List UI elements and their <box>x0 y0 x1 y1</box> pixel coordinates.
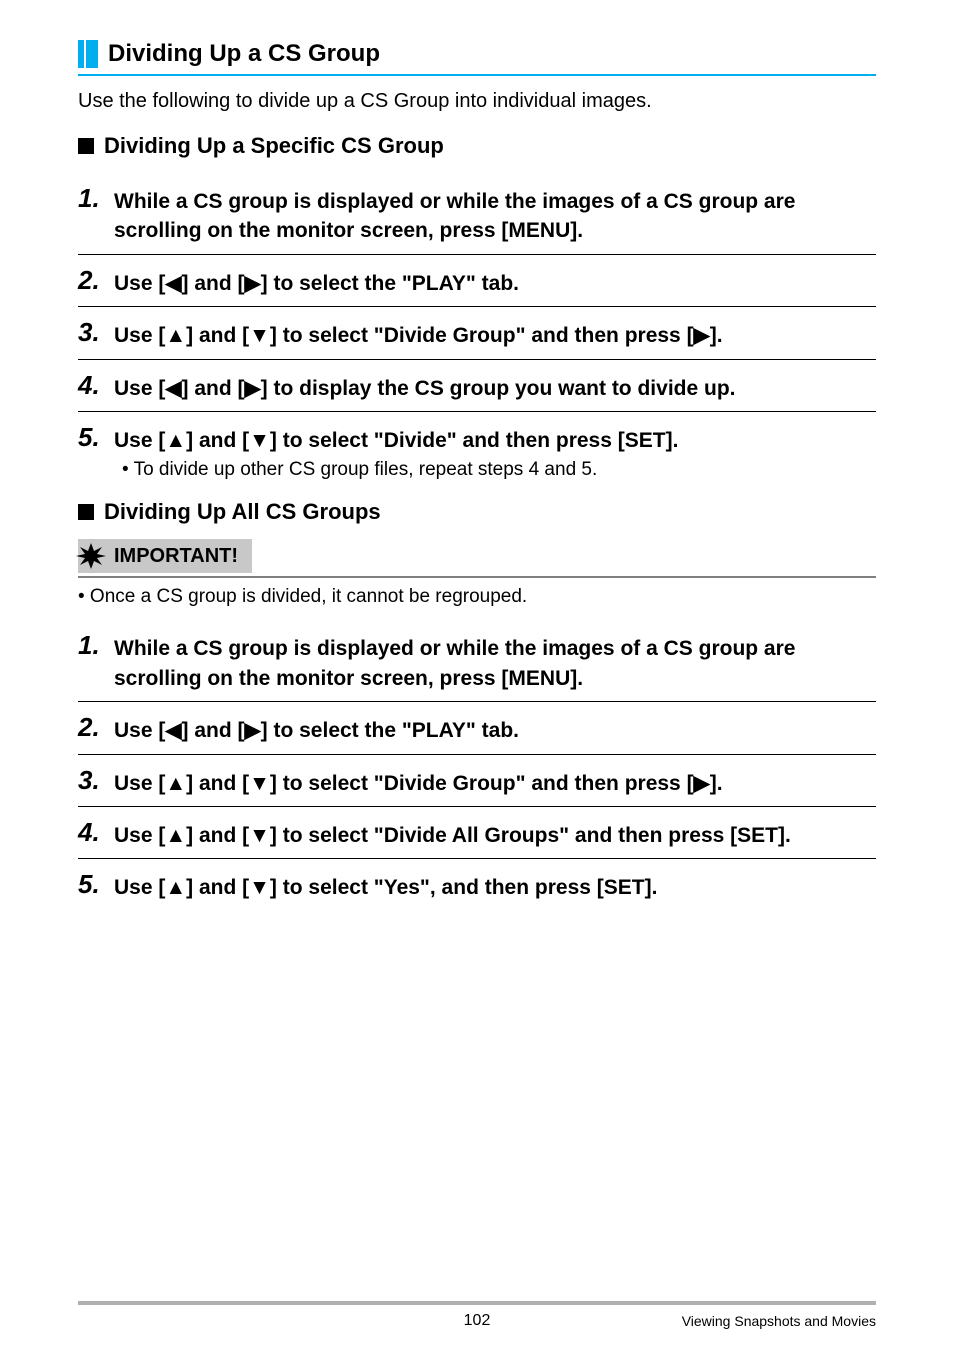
step-text: While a CS group is displayed or while t… <box>114 634 876 693</box>
step-item: 5. Use [▲] and [▼] to select "Divide" an… <box>78 411 876 489</box>
step-item: 1. While a CS group is displayed or whil… <box>78 173 876 254</box>
step-text: Use [▲] and [▼] to select "Divide All Gr… <box>114 821 876 850</box>
page-number: 102 <box>464 1312 491 1330</box>
section-intro: Use the following to divide up a CS Grou… <box>78 90 876 113</box>
section-header: Dividing Up a CS Group <box>78 40 876 68</box>
step-number: 4. <box>78 817 108 845</box>
important-text: • Once a CS group is divided, it cannot … <box>78 586 876 608</box>
step-text: Use [▲] and [▼] to select "Divide Group"… <box>114 321 876 350</box>
step-item: 3. Use [▲] and [▼] to select "Divide Gro… <box>78 306 876 358</box>
step-number: 3. <box>78 765 108 793</box>
important-underline <box>78 576 876 578</box>
step-number: 1. <box>78 630 108 658</box>
burst-icon <box>74 541 108 571</box>
step-text: Use [◀] and [▶] to select the "PLAY" tab… <box>114 269 876 298</box>
subsection-header-specific: Dividing Up a Specific CS Group <box>78 133 876 159</box>
step-item: 3. Use [▲] and [▼] to select "Divide Gro… <box>78 754 876 806</box>
important-label: IMPORTANT! <box>114 545 238 568</box>
step-item: 5. Use [▲] and [▼] to select "Yes", and … <box>78 858 876 910</box>
step-number: 5. <box>78 422 108 450</box>
step-number: 2. <box>78 712 108 740</box>
page-footer: 102 Viewing Snapshots and Movies <box>78 1301 876 1329</box>
subsection-header-all: Dividing Up All CS Groups <box>78 499 876 525</box>
step-text: Use [◀] and [▶] to display the CS group … <box>114 374 876 403</box>
step-item: 4. Use [▲] and [▼] to select "Divide All… <box>78 806 876 858</box>
step-number: 3. <box>78 317 108 345</box>
important-callout: IMPORTANT! <box>78 539 876 578</box>
section-accent-bars <box>78 40 98 68</box>
step-text: Use [▲] and [▼] to select "Divide" and t… <box>114 426 876 455</box>
step-bullet: • To divide up other CS group files, rep… <box>122 459 876 481</box>
step-number: 5. <box>78 869 108 897</box>
step-text: While a CS group is displayed or while t… <box>114 187 876 246</box>
subsection-title: Dividing Up All CS Groups <box>104 499 381 525</box>
footer-divider <box>78 1301 876 1305</box>
step-number: 4. <box>78 370 108 398</box>
footer-chapter: Viewing Snapshots and Movies <box>682 1313 876 1329</box>
step-number: 2. <box>78 265 108 293</box>
step-item: 2. Use [◀] and [▶] to select the "PLAY" … <box>78 254 876 306</box>
section-underline <box>78 74 876 76</box>
square-bullet-icon <box>78 504 94 520</box>
step-number: 1. <box>78 183 108 211</box>
square-bullet-icon <box>78 138 94 154</box>
step-item: 2. Use [◀] and [▶] to select the "PLAY" … <box>78 701 876 753</box>
step-item: 1. While a CS group is displayed or whil… <box>78 620 876 701</box>
step-text: Use [◀] and [▶] to select the "PLAY" tab… <box>114 716 876 745</box>
step-item: 4. Use [◀] and [▶] to display the CS gro… <box>78 359 876 411</box>
subsection-title: Dividing Up a Specific CS Group <box>104 133 444 159</box>
section-title: Dividing Up a CS Group <box>108 40 380 68</box>
step-text: Use [▲] and [▼] to select "Divide Group"… <box>114 769 876 798</box>
step-text: Use [▲] and [▼] to select "Yes", and the… <box>114 873 876 902</box>
